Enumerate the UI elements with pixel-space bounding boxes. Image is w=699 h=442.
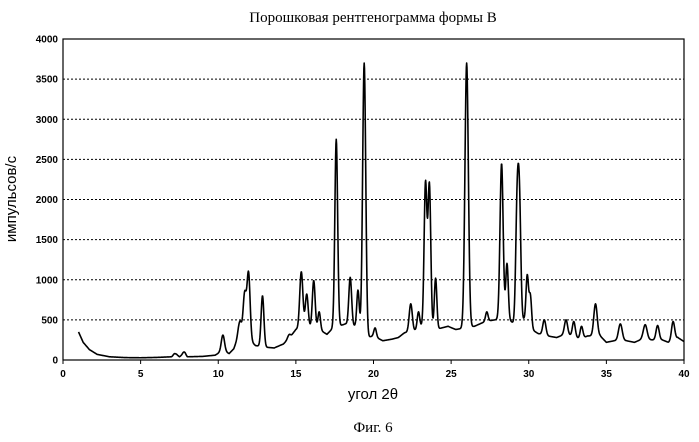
y-tick-4000: 4000 bbox=[36, 35, 59, 46]
y-tick-2000: 2000 bbox=[36, 195, 59, 206]
x-tick-10: 10 bbox=[213, 369, 225, 380]
x-tick-0: 0 bbox=[60, 369, 66, 380]
series-layer bbox=[77, 62, 685, 359]
x-axis-label: угол 2θ bbox=[348, 386, 398, 403]
x-tick-35: 35 bbox=[601, 369, 613, 380]
x-tick-30: 30 bbox=[523, 369, 535, 380]
x-tick-25: 25 bbox=[446, 369, 458, 380]
y-tick-3500: 3500 bbox=[36, 75, 59, 86]
y-axis-label: импульсов/с bbox=[3, 155, 20, 242]
y-tick-3000: 3000 bbox=[36, 115, 59, 126]
y-tick-2500: 2500 bbox=[36, 155, 59, 166]
x-tick-15: 15 bbox=[290, 369, 302, 380]
chart-title: Порошковая рентгенограмма формы В bbox=[249, 10, 496, 26]
y-tick-0: 0 bbox=[52, 356, 58, 367]
diffraction-pattern-line bbox=[77, 62, 685, 359]
y-tick-500: 500 bbox=[41, 315, 58, 326]
x-tick-labels: 0 5 10 15 20 25 30 35 40 bbox=[60, 360, 690, 380]
y-tick-1500: 1500 bbox=[36, 235, 59, 246]
grid-lines bbox=[63, 78, 684, 321]
figure-caption: Фиг. 6 bbox=[353, 420, 393, 436]
y-tick-labels: 0 500 1000 1500 2000 2500 3000 3500 4000 bbox=[36, 35, 59, 367]
x-tick-40: 40 bbox=[678, 369, 690, 380]
x-tick-20: 20 bbox=[368, 369, 380, 380]
y-tick-1000: 1000 bbox=[36, 275, 59, 286]
x-tick-5: 5 bbox=[138, 369, 144, 380]
